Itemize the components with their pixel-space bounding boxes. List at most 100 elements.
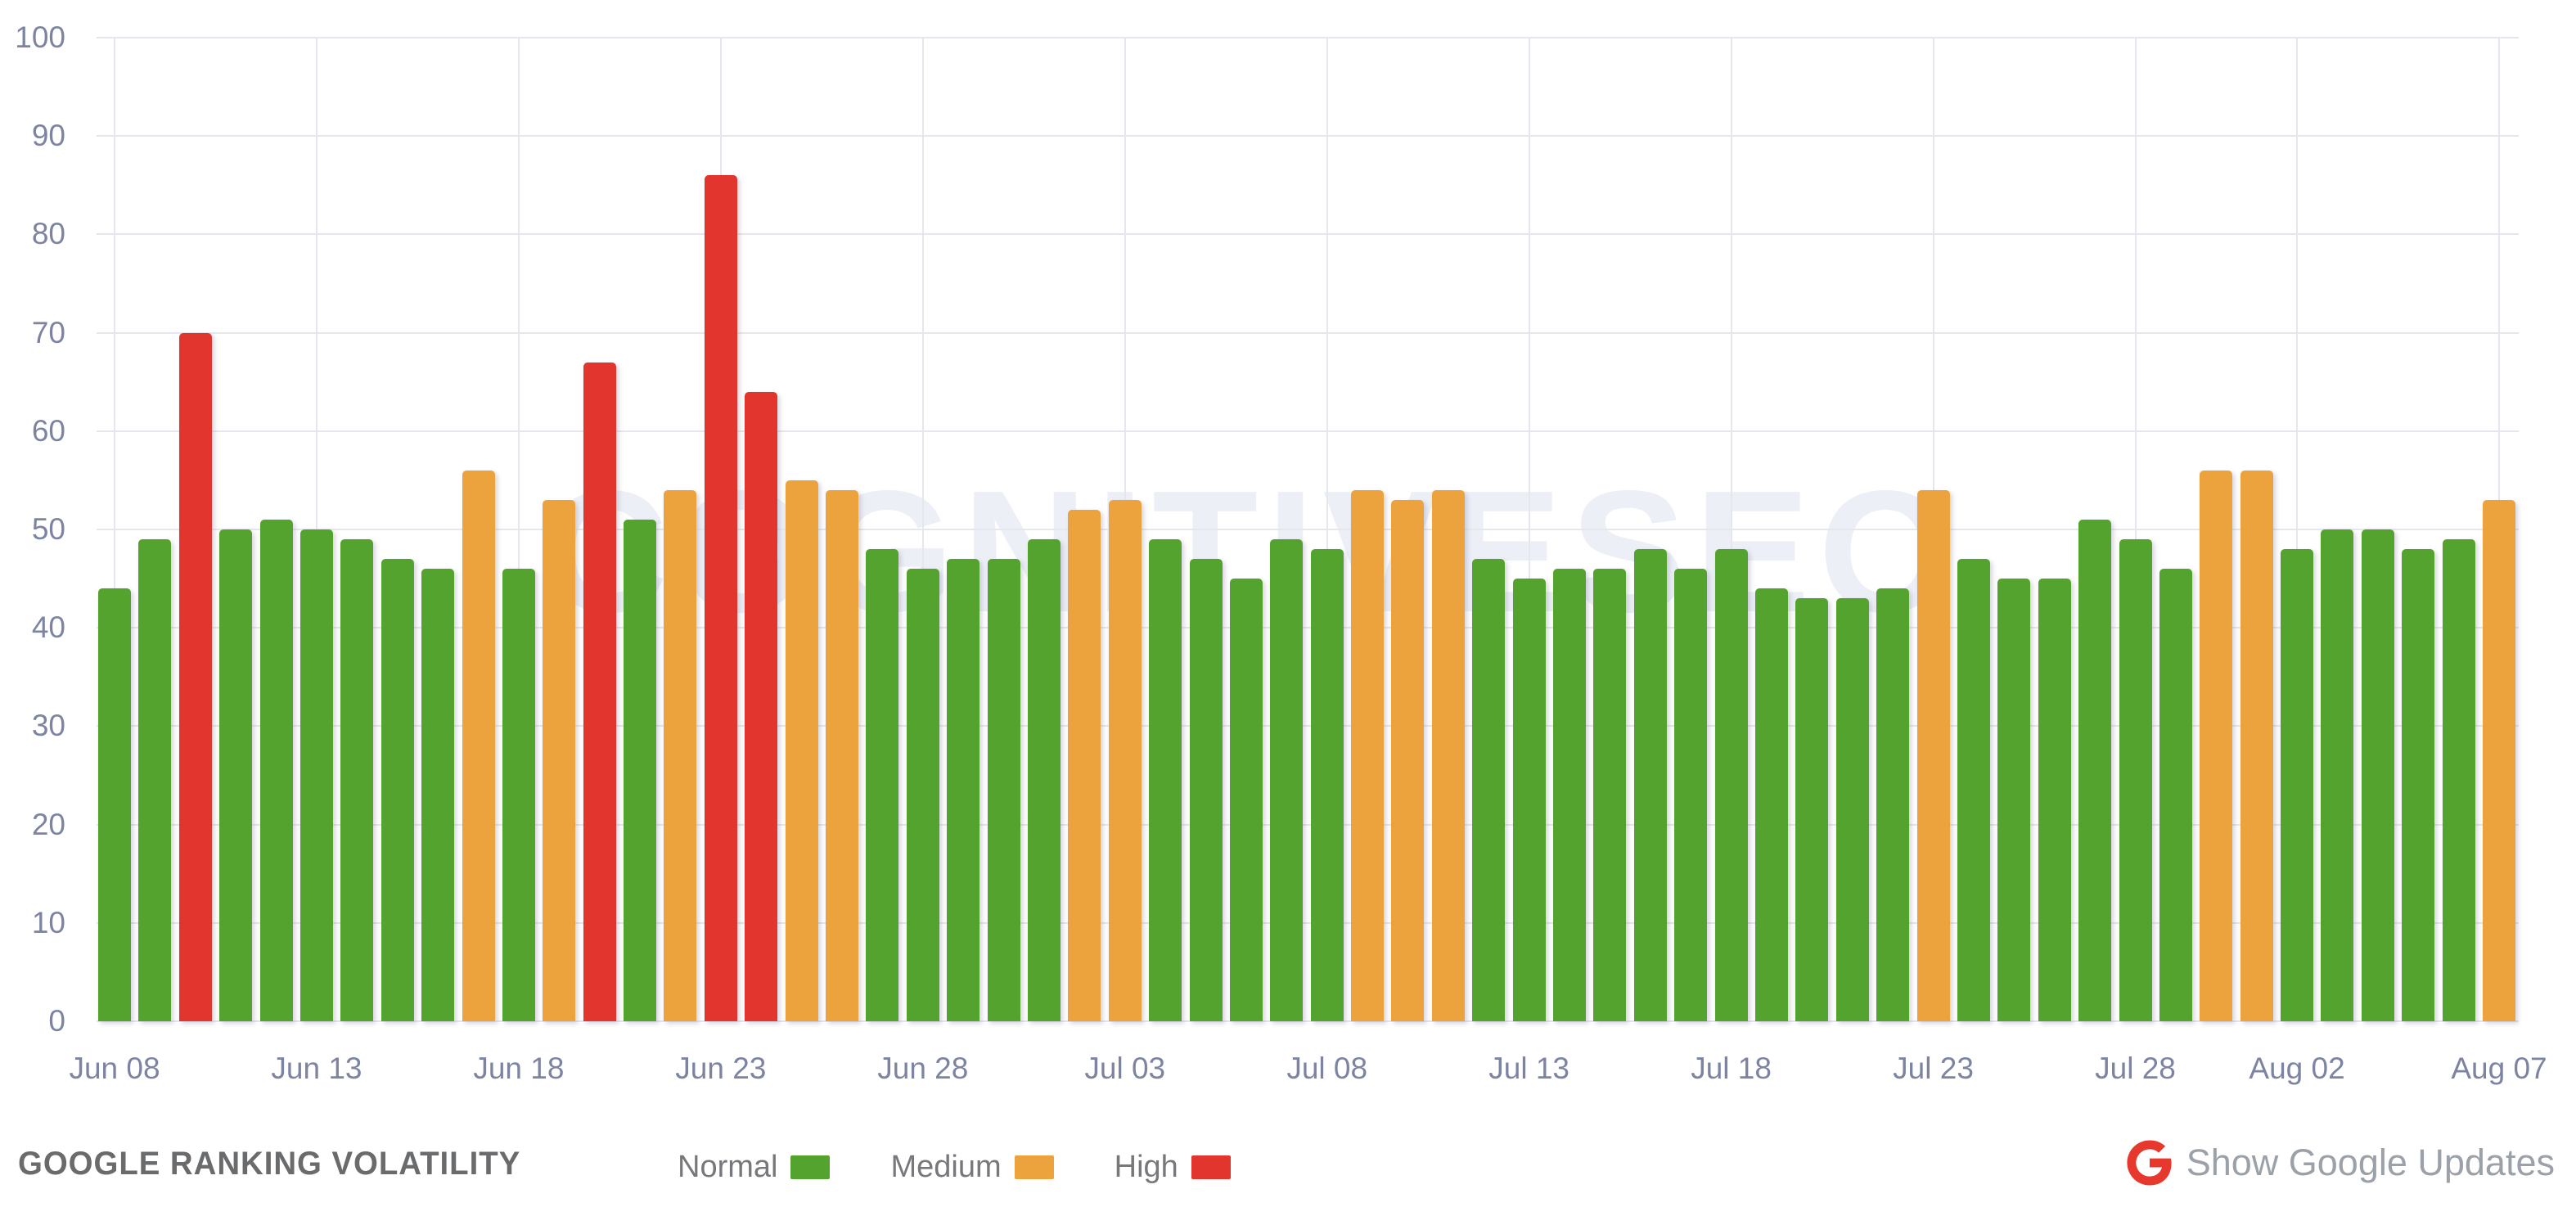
x-gridline [1326, 38, 1328, 1021]
legend-label-high: High [1114, 1149, 1178, 1184]
volatility-bar-jul-18[interactable] [1714, 549, 1748, 1021]
x-axis-label: Jun 18 [473, 1052, 565, 1085]
x-gridline [2296, 38, 2299, 1021]
volatility-bar-jun-24[interactable] [745, 391, 778, 1021]
volatility-bar-jul-17[interactable] [1674, 569, 1708, 1021]
y-gridline [97, 37, 2519, 38]
x-gridline [921, 38, 924, 1021]
x-axis-label: Jun 08 [69, 1052, 160, 1085]
volatility-bar-jun-22[interactable] [664, 489, 697, 1021]
volatility-bar-jun-12[interactable] [259, 519, 293, 1021]
volatility-bar-jun-25[interactable] [785, 480, 818, 1021]
volatility-bar-aug-06[interactable] [2442, 539, 2475, 1021]
volatility-bar-jul-26[interactable] [2038, 579, 2071, 1021]
volatility-bar-aug-01[interactable] [2240, 470, 2273, 1021]
y-axis-label: 50 [31, 512, 65, 546]
y-axis-label: 90 [31, 119, 65, 153]
y-axis-label: 70 [31, 315, 65, 349]
y-axis-label: 60 [31, 413, 65, 448]
volatility-bar-jul-01[interactable] [1027, 539, 1061, 1021]
volatility-bar-jul-23[interactable] [1916, 489, 1950, 1021]
legend-item-medium[interactable]: Medium [890, 1149, 1054, 1185]
chart-title: GOOGLE RANKING VOLATILITY [18, 1146, 521, 1182]
volatility-bar-jul-03[interactable] [1108, 499, 1142, 1021]
y-gridline [97, 233, 2519, 236]
y-gridline [97, 725, 2519, 727]
volatility-bar-jun-18[interactable] [502, 569, 535, 1021]
volatility-bar-jul-16[interactable] [1633, 549, 1667, 1021]
volatility-bar-jul-27[interactable] [2078, 519, 2112, 1021]
legend-swatch-normal [790, 1155, 831, 1179]
volatility-bar-jul-02[interactable] [1068, 509, 1101, 1021]
volatility-bar-jun-16[interactable] [421, 569, 455, 1021]
volatility-bar-jul-07[interactable] [1270, 539, 1304, 1021]
legend-item-normal[interactable]: Normal [678, 1149, 831, 1185]
volatility-bar-jul-12[interactable] [1472, 559, 1506, 1021]
legend-label-normal: Normal [678, 1149, 778, 1184]
x-axis-label: Jul 23 [1893, 1052, 1974, 1085]
volatility-bar-jul-09[interactable] [1351, 489, 1385, 1021]
volatility-bar-jun-26[interactable] [826, 489, 859, 1021]
volatility-bar-jul-08[interactable] [1310, 549, 1344, 1021]
volatility-bar-jul-25[interactable] [1997, 579, 2031, 1021]
y-axis-label: 30 [31, 709, 65, 743]
volatility-bar-jun-30[interactable] [987, 559, 1020, 1021]
x-axis-label: Aug 07 [2451, 1052, 2547, 1085]
volatility-bar-jul-28[interactable] [2119, 539, 2152, 1021]
volatility-bar-jul-10[interactable] [1391, 499, 1425, 1021]
volatility-bar-jun-19[interactable] [543, 499, 576, 1021]
volatility-bar-jun-17[interactable] [462, 470, 495, 1021]
y-gridline [97, 331, 2519, 334]
volatility-bar-jul-19[interactable] [1754, 588, 1788, 1021]
volatility-bar-jun-20[interactable] [583, 362, 616, 1021]
y-axis-label: 10 [31, 905, 65, 939]
legend: Normal Medium High [678, 1134, 1231, 1200]
volatility-bar-jun-21[interactable] [624, 519, 657, 1021]
volatility-bar-jun-09[interactable] [138, 539, 172, 1021]
volatility-bar-jun-13[interactable] [299, 529, 333, 1021]
volatility-bar-jul-31[interactable] [2200, 470, 2233, 1021]
volatility-bar-jul-06[interactable] [1229, 579, 1263, 1021]
footer: GOOGLE RANKING VOLATILITY Normal Medium Hi… [0, 1134, 2576, 1200]
volatility-bar-aug-04[interactable] [2361, 529, 2394, 1021]
volatility-bar-jun-29[interactable] [947, 559, 980, 1021]
y-axis-label: 80 [31, 217, 65, 251]
x-axis-label: Jul 28 [2095, 1052, 2176, 1085]
legend-label-medium: Medium [890, 1149, 1002, 1184]
y-gridline [97, 921, 2519, 924]
legend-item-high[interactable]: High [1115, 1150, 1231, 1185]
x-axis-label: Aug 02 [2249, 1052, 2345, 1085]
volatility-bar-jul-21[interactable] [1835, 598, 1869, 1021]
volatility-bar-jun-23[interactable] [704, 175, 737, 1021]
volatility-bar-aug-07[interactable] [2483, 499, 2515, 1021]
volatility-bar-jun-11[interactable] [219, 529, 253, 1021]
x-gridline [2134, 38, 2137, 1021]
show-google-updates-toggle[interactable]: Show Google Updates [2126, 1139, 2555, 1187]
volatility-bar-aug-02[interactable] [2281, 549, 2314, 1021]
volatility-bar-jul-11[interactable] [1431, 489, 1465, 1021]
volatility-bar-jun-08[interactable] [98, 588, 131, 1021]
volatility-bar-jul-14[interactable] [1553, 569, 1587, 1021]
volatility-bar-aug-03[interactable] [2321, 529, 2354, 1021]
volatility-bar-jun-10[interactable] [178, 332, 212, 1021]
volatility-bar-jul-15[interactable] [1593, 569, 1627, 1021]
volatility-bar-jun-27[interactable] [866, 549, 899, 1021]
x-gridline [517, 38, 520, 1021]
volatility-bar-jun-14[interactable] [340, 539, 374, 1021]
volatility-bar-jul-05[interactable] [1189, 559, 1223, 1021]
x-axis-label: Jun 28 [877, 1052, 969, 1085]
volatility-bar-jul-30[interactable] [2159, 569, 2192, 1021]
y-axis-label: 0 [48, 1004, 65, 1038]
volatility-bar-jun-15[interactable] [381, 559, 414, 1021]
volatility-bar-jul-13[interactable] [1512, 579, 1546, 1021]
volatility-bar-aug-05[interactable] [2402, 549, 2435, 1021]
x-axis-label: Jun 23 [675, 1052, 767, 1085]
volatility-bar-jul-22[interactable] [1876, 588, 1910, 1021]
volatility-bar-jul-20[interactable] [1795, 598, 1829, 1021]
y-gridline [97, 823, 2519, 826]
y-gridline [97, 135, 2519, 137]
volatility-bar-jun-28[interactable] [906, 569, 939, 1021]
volatility-bar-jul-24[interactable] [1957, 559, 1990, 1021]
x-gridline [114, 38, 115, 1021]
volatility-bar-jul-04[interactable] [1149, 539, 1182, 1021]
